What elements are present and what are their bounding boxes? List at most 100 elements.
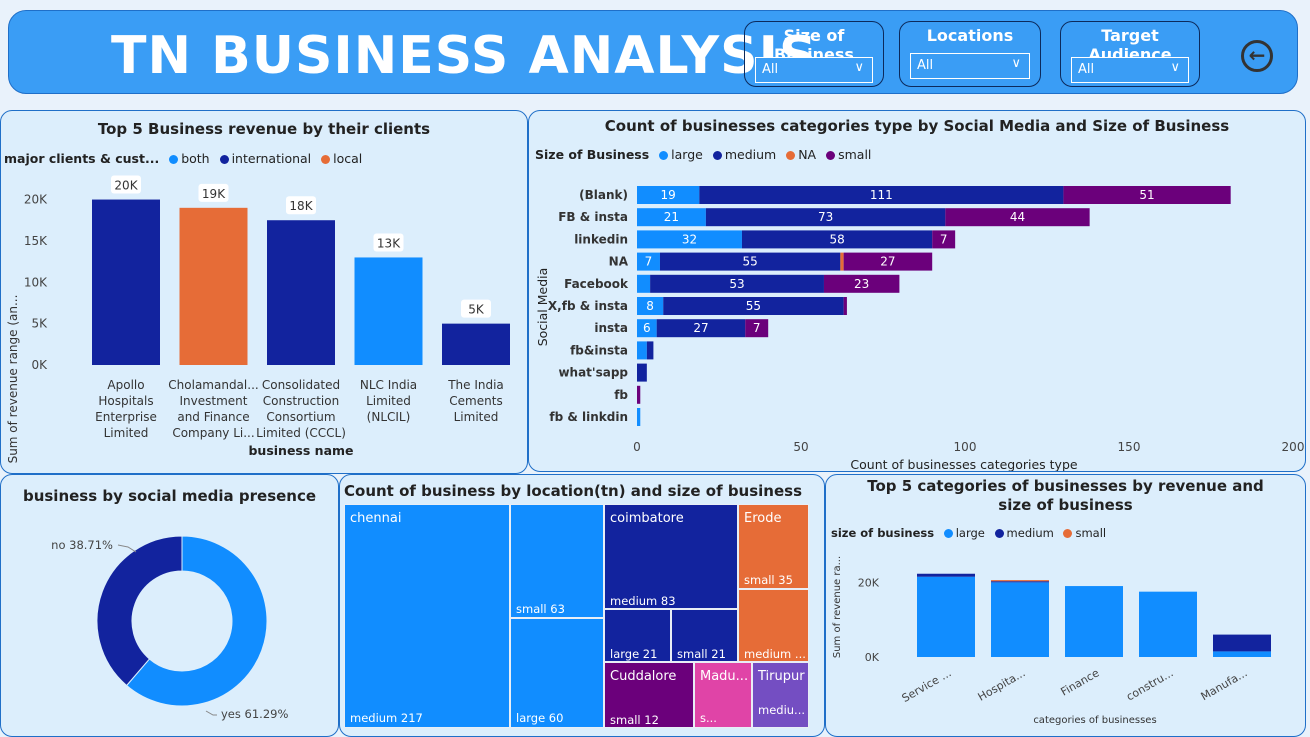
x-tick-label: NLC India (360, 378, 417, 392)
legend-item-international[interactable]: international (214, 151, 311, 166)
data-label: 7 (940, 232, 948, 246)
treemap-coimbatore-small[interactable]: small 21 (671, 609, 738, 662)
data-label: 51 (1139, 188, 1154, 202)
slicer-locations[interactable]: Locations All ∨ (899, 21, 1041, 87)
treemap-coimbatore-medium[interactable]: coimbatore medium 83 (604, 504, 738, 609)
data-label-box (111, 175, 141, 194)
slicer-dropdown[interactable]: All ∨ (910, 53, 1030, 79)
x-tick-label: Construction (263, 394, 339, 408)
legend: Size of Business large medium NA small (535, 147, 871, 162)
y-tick-label: 0K (31, 358, 48, 372)
x-axis-title: Count of businesses categories type (850, 457, 1078, 472)
legend-item-large[interactable]: large (653, 147, 703, 162)
treemap-tirupur[interactable]: Tirupur mediu... (752, 662, 809, 728)
treemap-chennai-large[interactable]: large 60 (510, 618, 604, 728)
treemap-value: medium ... (744, 647, 806, 661)
x-tick-label: Limited (366, 394, 411, 408)
treemap-chennai-small[interactable]: small 63 (510, 504, 604, 618)
legend-item-medium[interactable]: medium (989, 526, 1054, 540)
x-axis-title: categories of businesses (1033, 715, 1156, 726)
x-tick-label: Consortium (266, 410, 335, 424)
y-tick-label: X,fb & insta (548, 299, 628, 313)
x-tick-label: (NLCIL) (367, 410, 411, 424)
y-tick-label: 15K (24, 234, 48, 248)
treemap-value: medium 217 (350, 711, 423, 725)
x-tick-label: Cholamandal... (168, 378, 258, 392)
bar-segment (699, 186, 1064, 204)
slicer-target-audience[interactable]: Target Audience All ∨ (1060, 21, 1200, 87)
treemap-value: large 60 (516, 711, 564, 725)
slicer-dropdown[interactable]: All ∨ (1071, 57, 1189, 83)
legend-dot (169, 155, 179, 164)
treemap-value: small 12 (610, 713, 659, 727)
bar (442, 323, 510, 365)
y-tick-label: 20K (858, 576, 880, 589)
panel-location-treemap: Count of business by location(tn) and si… (339, 474, 825, 737)
treemap-value: medium 83 (610, 594, 676, 608)
data-label: 32 (682, 232, 697, 246)
x-tick-label: Cements (449, 394, 502, 408)
data-label: 111 (870, 188, 893, 202)
slicer-dropdown[interactable]: All ∨ (755, 57, 873, 83)
y-tick-label: linkedin (574, 232, 628, 246)
panel-title: Count of business by location(tn) and si… (344, 482, 803, 500)
legend-label: both (181, 151, 210, 166)
y-tick-label: NA (609, 255, 629, 269)
legend-item-large[interactable]: large (938, 526, 985, 540)
slicer-value: All (917, 58, 934, 73)
treemap-coimbatore-large[interactable]: large 21 (604, 609, 671, 662)
legend-dot (712, 151, 722, 160)
bar-segment (1213, 651, 1271, 657)
legend-label: medium (724, 147, 777, 162)
revenue-bar-chart: Sum of revenue range (an... business nam… (6, 175, 510, 463)
treemap-chennai-medium[interactable]: chennai medium 217 (344, 504, 510, 728)
y-tick-label: insta (594, 321, 628, 335)
x-tick-label: 150 (1118, 440, 1141, 454)
treemap-erode-small[interactable]: Erode small 35 (738, 504, 809, 589)
treemap-cuddalore-small[interactable]: Cuddalore small 12 (604, 662, 694, 728)
panel-social-media-presence: business by social media presence yes 61… (0, 474, 339, 737)
data-label: 55 (746, 299, 761, 313)
legend-item-small[interactable]: small (820, 147, 871, 162)
data-label: 7 (645, 255, 653, 269)
bar-segment (637, 319, 657, 338)
x-tick-label: constru... (1124, 666, 1175, 703)
bar (179, 207, 248, 365)
treemap-erode-medium[interactable]: medium ... (738, 589, 809, 662)
legend-dot (994, 529, 1004, 538)
bar-segment (663, 297, 844, 315)
bar-segment (637, 363, 647, 382)
bar-segment (991, 581, 1049, 583)
x-tick-label: Apollo (107, 378, 144, 392)
data-label: 18K (289, 199, 313, 213)
bar-segment (823, 274, 900, 293)
legend-item-both[interactable]: both (163, 151, 210, 166)
y-tick-label: FB & insta (558, 210, 628, 224)
panel-title: Top 5 Business revenue by their clients (97, 120, 431, 138)
data-label: 20K (114, 179, 138, 193)
treemap-label-coimbatore: coimbatore (610, 511, 684, 526)
treemap-value: s... (700, 711, 717, 725)
bar-segment (741, 230, 933, 249)
categories-stacked-bar-chart: Sum of revenue ra... categories of busin… (832, 556, 1271, 726)
legend-item-medium[interactable]: medium (707, 147, 776, 162)
slicer-size-of-business[interactable]: Size of Business All ∨ (744, 21, 884, 87)
y-axis-title: Social Media (535, 268, 550, 347)
data-label: 23 (854, 277, 869, 291)
bar-segment (917, 576, 975, 657)
legend-item-small[interactable]: small (1057, 526, 1106, 540)
legend-item-na[interactable]: NA (780, 147, 816, 162)
treemap-madurai[interactable]: Madu... s... (694, 662, 752, 728)
treemap-label-tirupur: Tirupur (758, 669, 805, 684)
bar-segment (656, 319, 746, 338)
x-tick-label: The India (447, 378, 504, 392)
bar (267, 220, 335, 365)
chevron-down-icon: ∨ (1011, 56, 1021, 71)
chevron-down-icon: ∨ (1170, 60, 1180, 75)
slicer-value: All (1078, 62, 1095, 77)
bar-segment (637, 230, 742, 249)
legend-item-local[interactable]: local (315, 151, 362, 166)
back-arrow-button[interactable]: ← (1241, 40, 1273, 72)
treemap-label-erode: Erode (744, 511, 782, 526)
legend-label: NA (798, 147, 817, 162)
